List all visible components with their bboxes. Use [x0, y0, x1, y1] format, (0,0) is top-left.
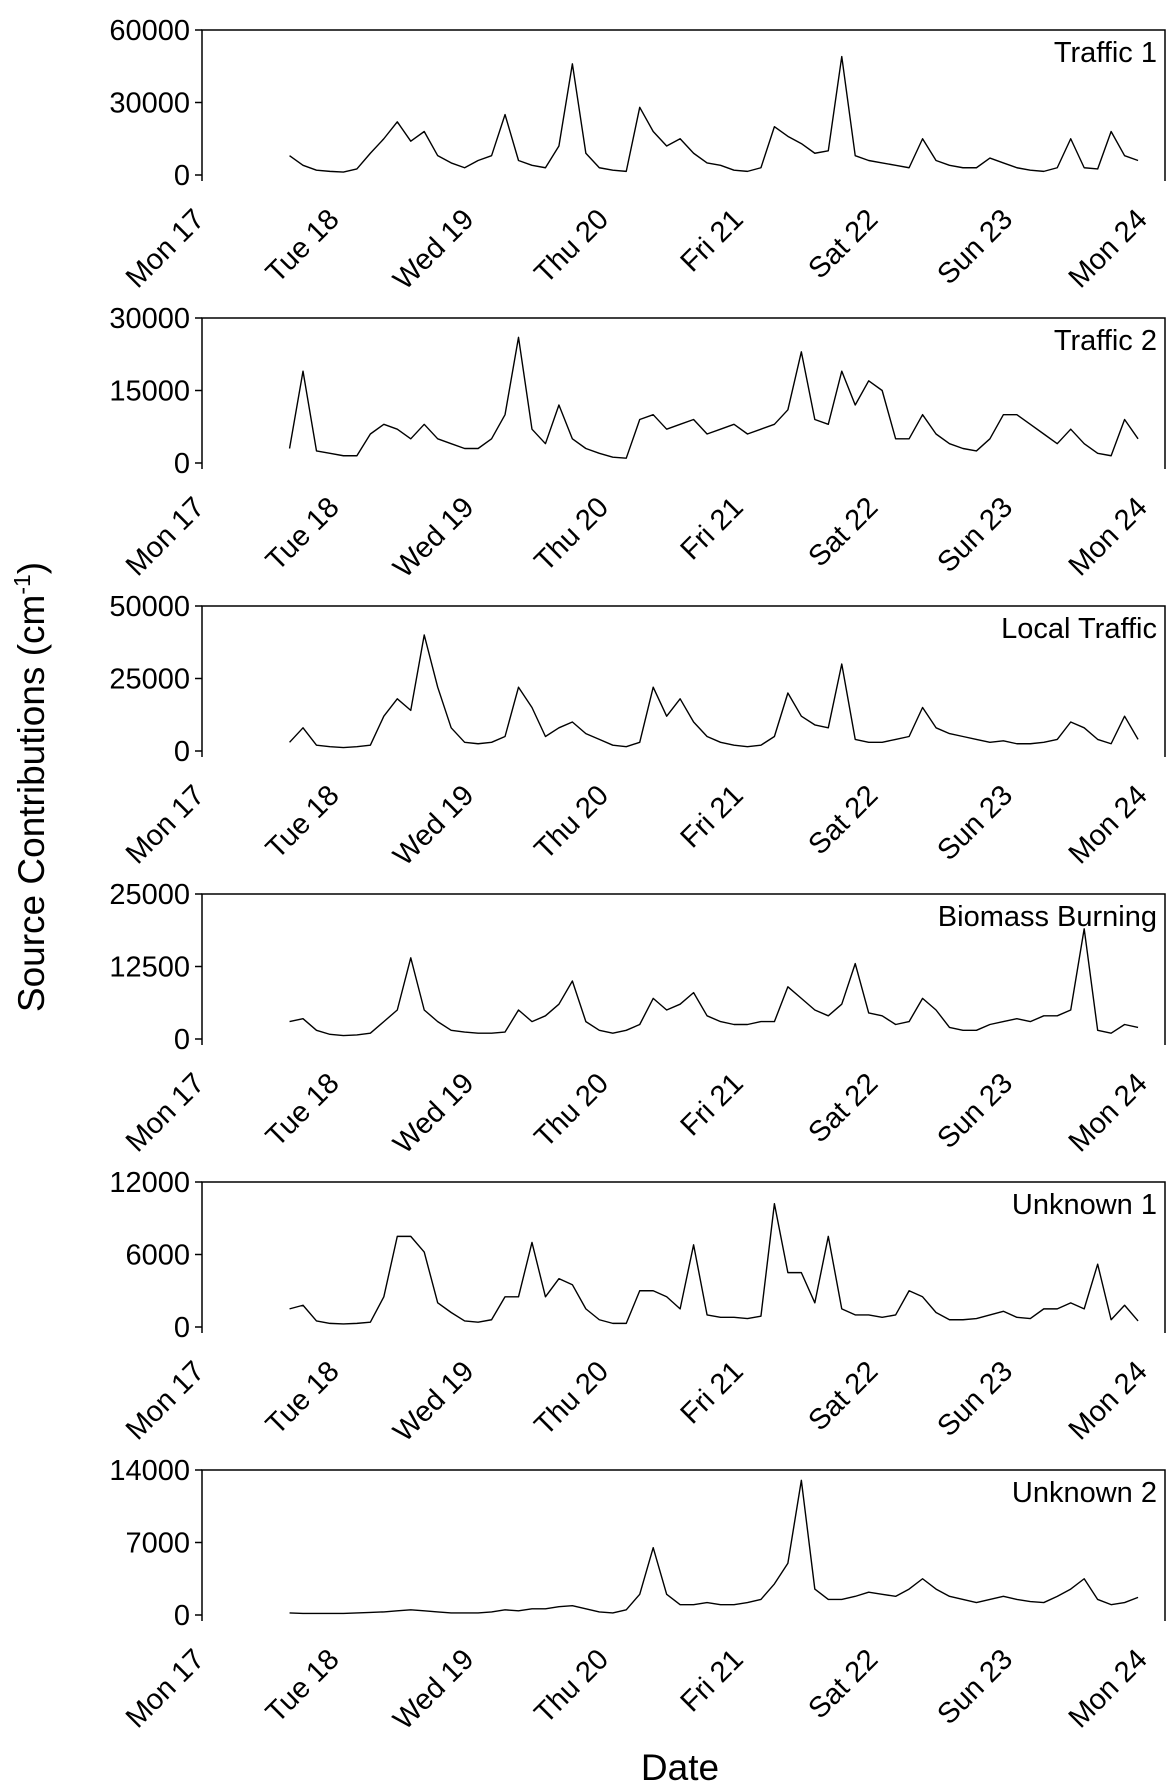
- x-tick-label: Sat 22: [802, 1355, 884, 1437]
- x-tick-label: Tue 18: [260, 203, 346, 289]
- x-tick-label: Thu 20: [529, 779, 615, 865]
- x-tick-label: Mon 17: [120, 779, 211, 870]
- y-tick-label: 30000: [109, 88, 190, 120]
- x-tick-label: Sun 23: [931, 1643, 1019, 1731]
- x-tick-label: Sun 23: [931, 1355, 1019, 1443]
- panel-title: Unknown 2: [1012, 1477, 1157, 1509]
- x-tick-label: Wed 19: [387, 203, 480, 296]
- x-tick-label: Mon 17: [120, 1355, 211, 1446]
- y-tick-label: 12500: [109, 952, 190, 984]
- x-tick-label: Mon 24: [1063, 779, 1154, 870]
- x-tick-label: Thu 20: [529, 1067, 615, 1153]
- plot-frame: [201, 1181, 1166, 1333]
- panel-title: Traffic 2: [1054, 325, 1157, 357]
- y-axis-label-main: Source Contributions (cm: [11, 595, 52, 1012]
- y-axis-label-sup: -1: [9, 574, 35, 594]
- y-tick-label: 7000: [125, 1528, 190, 1560]
- plot-frame: [201, 1469, 1166, 1621]
- x-tick-label: Wed 19: [387, 1355, 480, 1448]
- plot-frame: [201, 605, 1166, 757]
- x-tick-label: Sat 22: [802, 779, 884, 861]
- x-tick-label: Tue 18: [260, 1067, 346, 1153]
- data-line: [289, 928, 1139, 1037]
- plot-frame: [201, 317, 1166, 469]
- x-tick-label: Thu 20: [529, 1355, 615, 1441]
- x-tick-label: Sun 23: [931, 491, 1019, 579]
- x-tick-label: Mon 17: [120, 203, 211, 294]
- panel-title: Traffic 1: [1054, 37, 1157, 69]
- x-tick-label: Sat 22: [802, 1067, 884, 1149]
- x-tick-label: Tue 18: [260, 779, 346, 865]
- data-line: [289, 1479, 1139, 1615]
- y-tick-label: 6000: [125, 1240, 190, 1272]
- x-tick-label: Wed 19: [387, 1067, 480, 1160]
- x-tick-label: Mon 24: [1063, 203, 1154, 294]
- y-tick-label: 60000: [109, 15, 190, 47]
- y-tick-label: 14000: [109, 1455, 190, 1487]
- x-tick-label: Fri 21: [675, 1643, 750, 1718]
- x-tick-label: Wed 19: [387, 1643, 480, 1736]
- y-tick-label: 0: [174, 1312, 190, 1344]
- x-tick-label: Mon 17: [120, 491, 211, 582]
- plot-frame: [201, 893, 1166, 1045]
- y-tick-label: 0: [174, 448, 190, 480]
- y-axis-label: Source Contributions (cm-1): [9, 562, 52, 1012]
- x-tick-label: Tue 18: [260, 1355, 346, 1441]
- data-line: [289, 55, 1139, 173]
- x-tick-label: Mon 24: [1063, 1067, 1154, 1158]
- data-line: [289, 1203, 1139, 1325]
- data-line: [288, 336, 1139, 459]
- x-tick-label: Thu 20: [529, 203, 615, 289]
- y-tick-label: 50000: [109, 591, 190, 623]
- y-tick-label: 30000: [109, 303, 190, 335]
- panel-title: Biomass Burning: [938, 901, 1157, 933]
- x-tick-label: Fri 21: [675, 203, 750, 278]
- x-tick-label: Tue 18: [260, 491, 346, 577]
- x-tick-label: Fri 21: [675, 491, 750, 566]
- x-tick-label: Mon 24: [1063, 1355, 1154, 1446]
- x-tick-label: Mon 24: [1063, 1643, 1154, 1734]
- y-tick-label: 0: [174, 1024, 190, 1056]
- x-tick-label: Thu 20: [529, 1643, 615, 1729]
- x-tick-label: Sun 23: [931, 203, 1019, 291]
- panel-title: Local Traffic: [1001, 613, 1157, 645]
- panel-title: Unknown 1: [1012, 1189, 1157, 1221]
- x-tick-label: Sat 22: [802, 1643, 884, 1725]
- x-tick-label: Fri 21: [675, 1067, 750, 1142]
- x-tick-label: Sat 22: [802, 203, 884, 285]
- y-tick-label: 15000: [109, 376, 190, 408]
- data-line: [289, 634, 1139, 749]
- x-tick-label: Sun 23: [931, 1067, 1019, 1155]
- y-tick-label: 0: [174, 1600, 190, 1632]
- x-tick-label: Sat 22: [802, 491, 884, 573]
- y-tick-label: 0: [174, 160, 190, 192]
- x-tick-label: Wed 19: [387, 779, 480, 872]
- y-tick-label: 0: [174, 736, 190, 768]
- y-axis-label-end: ): [11, 562, 52, 574]
- plot-frame: [201, 29, 1166, 181]
- x-tick-label: Thu 20: [529, 491, 615, 577]
- y-tick-label: 25000: [109, 664, 190, 696]
- x-tick-label: Mon 17: [120, 1643, 211, 1734]
- x-tick-label: Mon 24: [1063, 491, 1154, 582]
- x-tick-label: Fri 21: [675, 779, 750, 854]
- x-tick-label: Fri 21: [675, 1355, 750, 1430]
- x-tick-label: Sun 23: [931, 779, 1019, 867]
- x-tick-label: Mon 17: [120, 1067, 211, 1158]
- y-tick-label: 12000: [109, 1167, 190, 1199]
- y-tick-label: 25000: [109, 879, 190, 911]
- x-tick-label: Tue 18: [260, 1643, 346, 1729]
- x-tick-label: Wed 19: [387, 491, 480, 584]
- x-axis-label: Date: [641, 1747, 719, 1788]
